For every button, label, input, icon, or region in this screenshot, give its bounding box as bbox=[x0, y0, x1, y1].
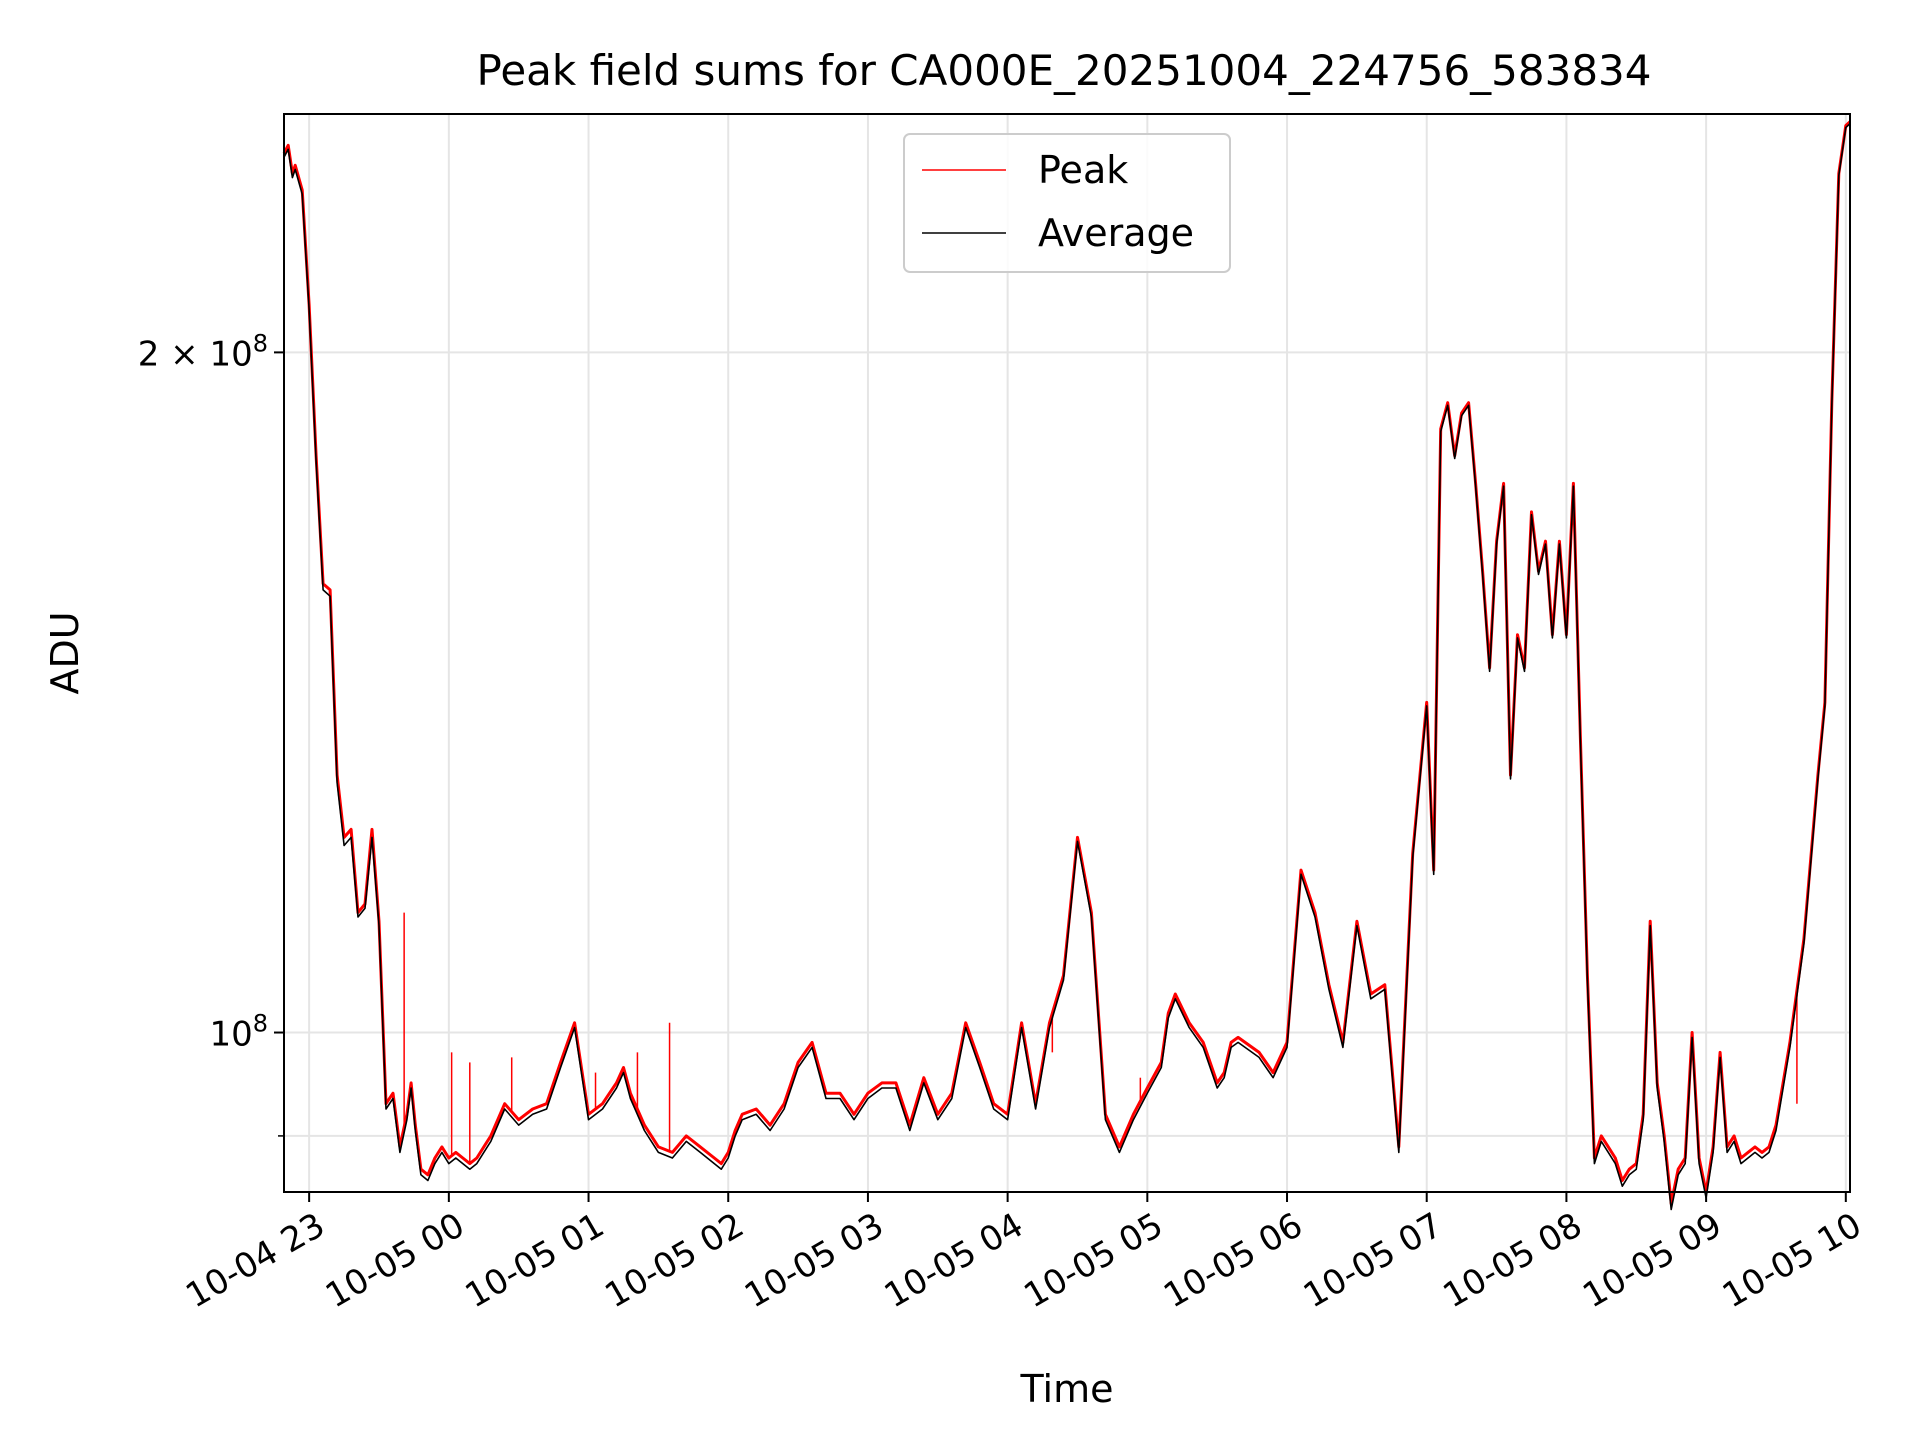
y-tick-label: 108 bbox=[209, 1010, 268, 1055]
plot-frame bbox=[283, 113, 1851, 1193]
y-tick-label: 2 × 108 bbox=[138, 329, 268, 374]
y-tick-base: 10 bbox=[209, 334, 252, 374]
legend: Peak Average bbox=[903, 133, 1231, 273]
legend-box bbox=[903, 133, 1231, 273]
legend-label-peak: Peak bbox=[1038, 148, 1128, 192]
y-tick-exponent: 8 bbox=[253, 1010, 268, 1038]
y-tick-base: 10 bbox=[209, 1015, 252, 1055]
y-tick-exponent: 8 bbox=[253, 329, 268, 357]
series-layer bbox=[282, 120, 1852, 1211]
x-axis-label: Time bbox=[1020, 1367, 1114, 1411]
grid-layer bbox=[284, 114, 1850, 1192]
chart-title: Peak field sums for CA000E_20251004_2247… bbox=[477, 46, 1652, 95]
y-tick-coef: 2 × bbox=[138, 334, 210, 374]
series-line-average bbox=[283, 123, 1851, 1211]
legend-label-average: Average bbox=[1038, 211, 1194, 255]
y-axis-label: ADU bbox=[43, 611, 87, 694]
